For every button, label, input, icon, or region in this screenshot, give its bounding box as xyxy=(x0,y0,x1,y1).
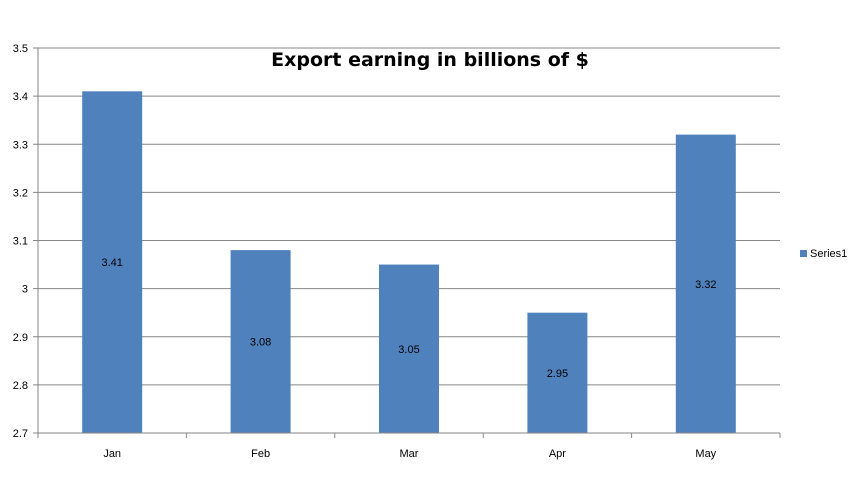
y-tick-label: 2.7 xyxy=(13,428,28,440)
x-tick-label: Jan xyxy=(103,448,121,460)
y-tick-label: 3.5 xyxy=(13,43,28,55)
data-label: 3.05 xyxy=(398,344,419,356)
x-axis-ticks: Jan Feb Mar Apr May xyxy=(37,433,781,460)
y-tick-label: 3.1 xyxy=(13,236,28,248)
y-tick-label: 3.2 xyxy=(13,187,28,199)
data-label: 3.32 xyxy=(695,279,716,291)
y-tick-label: 3.3 xyxy=(13,139,28,151)
x-tick-label: Feb xyxy=(251,448,270,460)
bar xyxy=(82,91,143,433)
y-tick-label: 2.8 xyxy=(13,380,28,392)
y-tick-label: 3 xyxy=(22,284,28,296)
y-tick-label: 3.4 xyxy=(13,91,28,103)
x-tick-label: Apr xyxy=(549,448,566,460)
bars xyxy=(82,91,736,433)
data-label: 2.95 xyxy=(547,368,568,380)
bar xyxy=(675,134,736,433)
y-axis-ticks: 2.7 2.8 2.9 3 3.1 3.2 3.3 3.4 3.5 xyxy=(13,43,38,440)
y-tick-label: 2.9 xyxy=(13,332,28,344)
data-label: 3.08 xyxy=(250,337,271,349)
data-labels: 3.41 3.08 3.05 2.95 3.32 xyxy=(101,257,716,380)
chart-title: Export earning in billions of $ xyxy=(271,49,589,71)
bar xyxy=(230,250,291,433)
data-label: 3.41 xyxy=(101,257,122,269)
bar xyxy=(379,264,439,433)
legend-label: Series1 xyxy=(810,248,847,260)
x-tick-label: May xyxy=(695,448,716,460)
x-tick-label: Mar xyxy=(400,448,419,460)
legend: Series1 xyxy=(800,248,847,260)
bar xyxy=(527,312,588,433)
legend-swatch xyxy=(800,250,807,257)
